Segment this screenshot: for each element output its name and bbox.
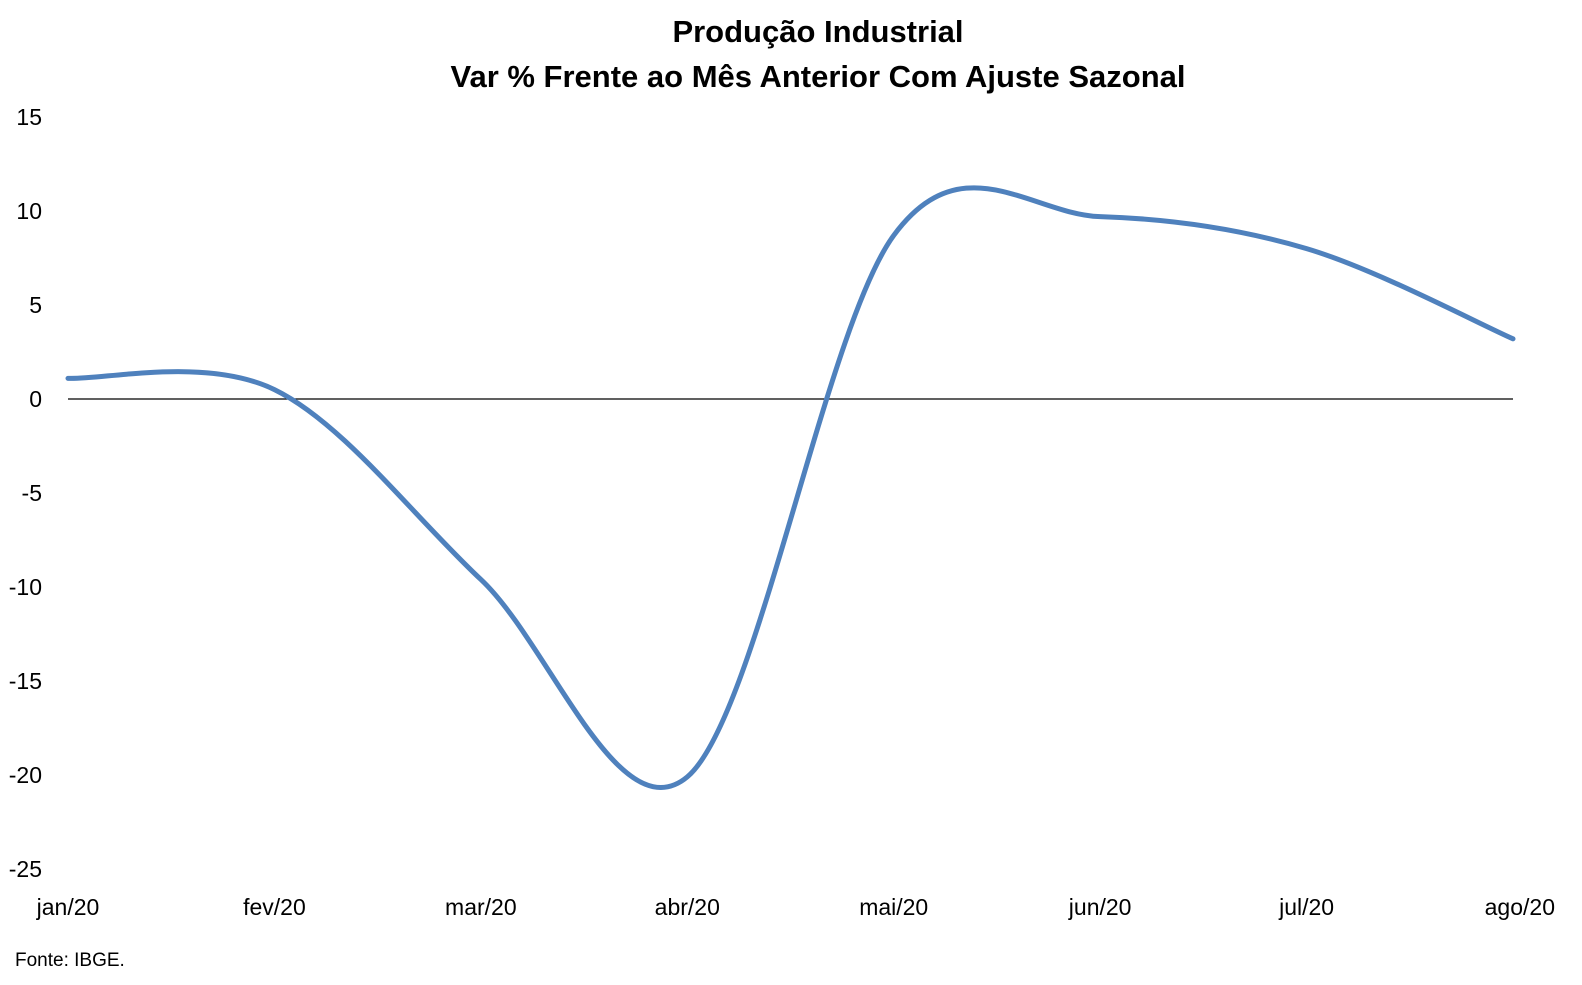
y-tick-label: -10 [9,574,42,600]
x-tick-label: jan/20 [36,894,100,920]
y-tick-label: -25 [9,856,42,882]
y-tick-label: -20 [9,762,42,788]
x-axis-labels: jan/20 fev/20 mar/20 abr/20 mai/20 jun/20 jul/… [36,894,1555,920]
y-tick-label: 15 [16,104,42,130]
x-tick-label: mar/20 [445,894,517,920]
y-axis-labels: 15 10 5 0 -5 -10 -15 -20 -25 [9,104,42,882]
y-tick-label: 0 [29,386,42,412]
x-tick-label: ago/20 [1485,894,1555,920]
x-tick-label: jun/20 [1068,894,1132,920]
x-tick-label: abr/20 [655,894,720,920]
x-tick-label: jul/20 [1278,894,1334,920]
y-tick-label: 5 [29,292,42,318]
chart-subtitle: Var % Frente ao Mês Anterior Com Ajuste … [451,59,1186,94]
series-line [65,185,1516,790]
y-tick-label: -15 [9,668,42,694]
x-tick-label: fev/20 [243,894,306,920]
source-note: Fonte: IBGE. [15,950,125,971]
y-tick-label: -5 [22,480,42,506]
chart-title: Produção Industrial [672,14,963,49]
y-tick-label: 10 [16,198,42,224]
x-tick-label: mai/20 [859,894,928,920]
